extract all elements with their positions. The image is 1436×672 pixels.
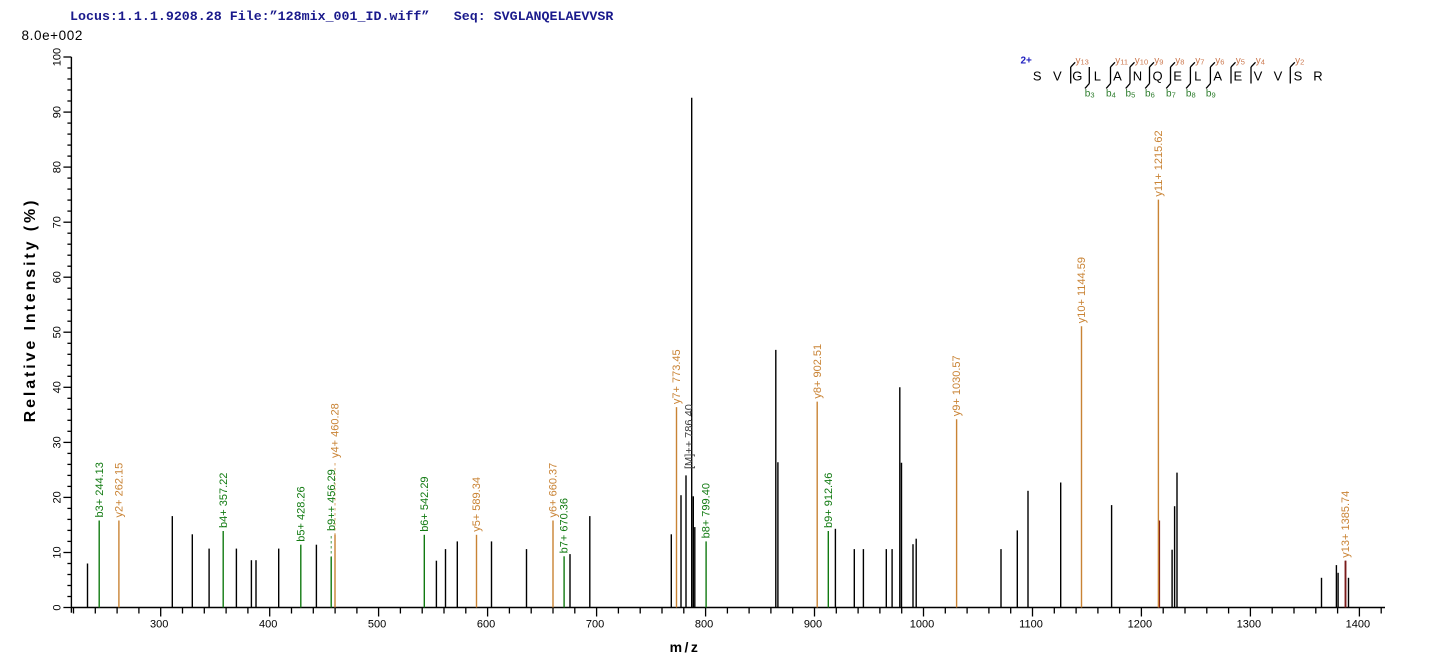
svg-text:V: V — [1254, 69, 1263, 84]
svg-text:V: V — [1274, 69, 1283, 84]
svg-text:60: 60 — [52, 271, 64, 283]
svg-text:400: 400 — [259, 619, 277, 631]
svg-text:Seq: SVGLANQELAEVVSR: Seq: SVGLANQELAEVVSR — [454, 9, 614, 24]
svg-text:A: A — [1113, 69, 1122, 84]
svg-text:y6: y6 — [1215, 56, 1224, 67]
svg-text:b8+ 799.40: b8+ 799.40 — [701, 483, 713, 538]
svg-text:b7+ 670.36: b7+ 670.36 — [559, 498, 571, 553]
svg-text:40: 40 — [52, 381, 64, 393]
svg-text:y2+ 262.15: y2+ 262.15 — [114, 463, 126, 518]
svg-text:b9++ 456.29: b9++ 456.29 — [326, 469, 338, 531]
svg-text:1300: 1300 — [1237, 619, 1261, 631]
svg-text:R: R — [1313, 69, 1322, 84]
svg-text:b7: b7 — [1166, 89, 1176, 100]
svg-text:80: 80 — [52, 161, 64, 173]
svg-text:1400: 1400 — [1346, 619, 1370, 631]
svg-text:y5: y5 — [1236, 56, 1245, 67]
svg-text:y7: y7 — [1195, 56, 1204, 67]
svg-text:500: 500 — [368, 619, 386, 631]
svg-text:S: S — [1033, 69, 1042, 84]
svg-text:y6+ 660.37: y6+ 660.37 — [548, 463, 560, 518]
svg-text:b3: b3 — [1085, 89, 1095, 100]
svg-text:70: 70 — [52, 216, 64, 228]
svg-text:1000: 1000 — [910, 619, 934, 631]
svg-text:50: 50 — [52, 326, 64, 338]
svg-text:b8: b8 — [1186, 89, 1196, 100]
svg-text:y9+ 1030.57: y9+ 1030.57 — [951, 355, 963, 416]
svg-text:10: 10 — [52, 546, 64, 558]
svg-text:Q: Q — [1153, 69, 1163, 84]
svg-text:b9+ 912.46: b9+ 912.46 — [823, 473, 835, 528]
svg-text:y4+ 460.28: y4+ 460.28 — [330, 403, 342, 458]
svg-text:b6+ 542.29: b6+ 542.29 — [419, 476, 431, 531]
svg-text:b3+ 244.13: b3+ 244.13 — [94, 462, 106, 517]
svg-text:y2: y2 — [1295, 56, 1304, 67]
svg-text:L: L — [1194, 69, 1201, 84]
svg-text:b4+ 357.22: b4+ 357.22 — [218, 473, 230, 528]
svg-text:30: 30 — [52, 436, 64, 448]
svg-text:0: 0 — [52, 604, 64, 610]
svg-text:Locus:1.1.1.9208.28 File:”128m: Locus:1.1.1.9208.28 File:”128mix_001_ID.… — [70, 9, 429, 24]
svg-text:E: E — [1173, 69, 1182, 84]
svg-text:600: 600 — [477, 619, 495, 631]
svg-text:y8+ 902.51: y8+ 902.51 — [812, 344, 824, 399]
svg-text:y10: y10 — [1135, 56, 1148, 67]
svg-text:300: 300 — [150, 619, 168, 631]
svg-text:N: N — [1133, 69, 1142, 84]
svg-text:A: A — [1213, 69, 1222, 84]
svg-text:900: 900 — [804, 619, 822, 631]
svg-text:y5+ 589.34: y5+ 589.34 — [471, 477, 483, 532]
svg-text:Relative Intensity (%): Relative Intensity (%) — [22, 198, 39, 423]
svg-text:100: 100 — [52, 48, 64, 66]
svg-text:G: G — [1072, 69, 1082, 84]
svg-text:b5: b5 — [1126, 89, 1136, 100]
svg-text:1200: 1200 — [1128, 619, 1152, 631]
svg-text:8.0e+002: 8.0e+002 — [22, 28, 83, 43]
svg-text:m/z: m/z — [670, 639, 701, 655]
svg-text:b5+ 428.26: b5+ 428.26 — [295, 486, 307, 541]
svg-text:y13: y13 — [1076, 56, 1089, 67]
svg-text:E: E — [1233, 69, 1242, 84]
svg-text:y8: y8 — [1175, 56, 1184, 67]
svg-text:2+: 2+ — [1021, 56, 1033, 67]
svg-text:[M]++ 786.40: [M]++ 786.40 — [683, 404, 695, 469]
svg-text:1100: 1100 — [1019, 619, 1043, 631]
svg-text:L: L — [1094, 69, 1101, 84]
svg-text:y10+ 1144.59: y10+ 1144.59 — [1076, 257, 1088, 323]
svg-text:800: 800 — [695, 619, 713, 631]
svg-text:y11+ 1215.62: y11+ 1215.62 — [1153, 130, 1165, 196]
svg-text:S: S — [1294, 69, 1303, 84]
svg-text:20: 20 — [52, 491, 64, 503]
svg-text:b6: b6 — [1145, 89, 1155, 100]
svg-text:b9: b9 — [1206, 89, 1216, 100]
svg-text:y4: y4 — [1256, 56, 1265, 67]
svg-text:700: 700 — [586, 619, 604, 631]
svg-text:y11: y11 — [1115, 56, 1128, 67]
svg-text:90: 90 — [52, 106, 64, 118]
svg-text:b4: b4 — [1106, 89, 1116, 100]
svg-text:y13+ 1385.74: y13+ 1385.74 — [1340, 491, 1352, 558]
svg-text:V: V — [1053, 69, 1062, 84]
svg-text:y9: y9 — [1154, 56, 1163, 67]
svg-text:y7+ 773.45: y7+ 773.45 — [671, 349, 683, 404]
